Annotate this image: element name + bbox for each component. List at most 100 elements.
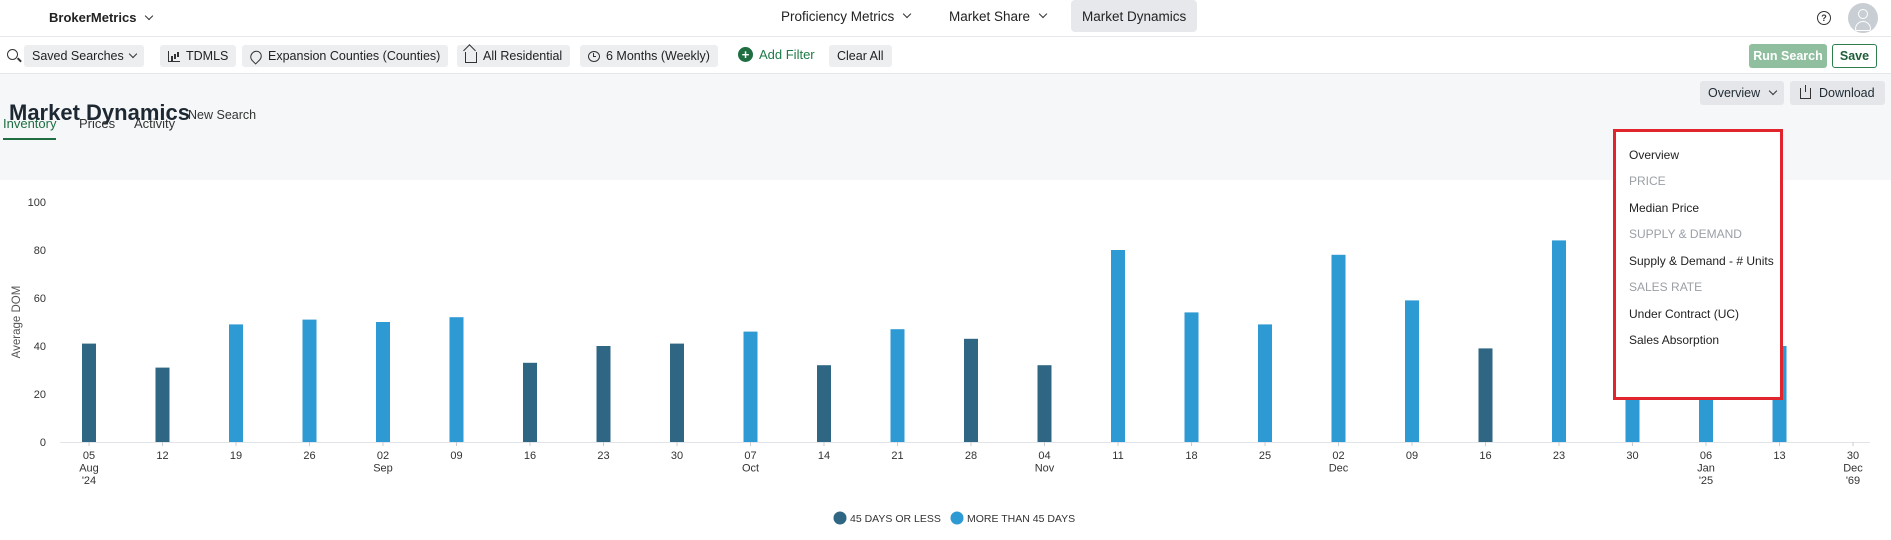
nav-tab-proficiency-metrics[interactable]: Proficiency Metrics: [770, 0, 921, 32]
tab-inventory[interactable]: Inventory: [3, 116, 57, 140]
x-tick-label: 09: [1406, 450, 1418, 462]
chevron-down-icon: [1768, 86, 1778, 96]
view-select-value: Overview: [1708, 86, 1761, 100]
chevron-down-icon: [903, 9, 912, 19]
avatar[interactable]: [1848, 3, 1878, 33]
nav-tab-label: Market Dynamics: [1082, 8, 1187, 24]
bar: [596, 346, 611, 442]
menu-section-header: SUPPLY & DEMAND: [1629, 227, 1742, 241]
menu-section-header: SALES RATE: [1629, 280, 1703, 294]
menu-item[interactable]: Overview: [1629, 148, 1680, 162]
bar: [376, 322, 390, 442]
bar: [1552, 240, 1566, 442]
x-tick-label: Dec: [1329, 463, 1349, 475]
x-tick-label: 28: [965, 450, 977, 462]
save-button[interactable]: Save: [1832, 44, 1877, 68]
bar: [743, 331, 758, 442]
add-filter-label: Add Filter: [759, 47, 815, 62]
bar: [964, 338, 978, 442]
tab-activity[interactable]: Activity: [134, 116, 176, 131]
filter-chip-mls[interactable]: TDMLS: [160, 45, 237, 67]
x-tick-label: 07: [744, 450, 756, 462]
bar: [1111, 250, 1125, 442]
x-tick-label: 26: [303, 450, 315, 462]
bar: [817, 365, 831, 442]
saved-searches-dropdown[interactable]: Saved Searches: [24, 45, 144, 67]
nav-tab-label: Proficiency Metrics: [781, 8, 895, 24]
bar: [670, 343, 684, 442]
filter-chip-area[interactable]: Expansion Counties (Counties): [242, 45, 449, 67]
filter-chip-time-range[interactable]: 6 Months (Weekly): [580, 45, 718, 67]
x-tick-label: 19: [230, 450, 242, 462]
filter-chip-property-type[interactable]: All Residential: [457, 45, 571, 67]
chevron-down-icon: [145, 11, 154, 20]
brand-menu[interactable]: BrokerMetrics: [49, 10, 154, 25]
bar: [302, 319, 317, 442]
view-select[interactable]: Overview: [1700, 81, 1784, 105]
help-icon[interactable]: ?: [1817, 11, 1831, 25]
menu-item[interactable]: Sales Absorption: [1629, 333, 1720, 347]
bar: [449, 317, 464, 442]
x-tick-label: 30: [671, 450, 683, 462]
bar: [1037, 365, 1052, 442]
x-tick-label: 09: [450, 450, 462, 462]
tab-prices[interactable]: Prices: [79, 116, 116, 131]
page-title: Market Dynamics: [9, 100, 190, 125]
x-tick-label: 23: [1553, 450, 1565, 462]
chevron-down-icon: [1038, 9, 1048, 19]
y-tick-label: 20: [34, 389, 46, 401]
nav-tab-market-share[interactable]: Market Share: [938, 0, 1057, 32]
x-tick-label: Jan: [1697, 463, 1715, 475]
clock-icon: [588, 50, 600, 62]
y-tick-label: 100: [28, 197, 46, 209]
download-button[interactable]: Download: [1790, 81, 1885, 105]
x-tick-label: 11: [1112, 450, 1123, 462]
bar: [229, 324, 243, 442]
x-tick-label: 18: [1185, 450, 1197, 462]
run-search-button[interactable]: Run Search: [1749, 44, 1827, 68]
plus-icon: +: [738, 47, 753, 62]
chevron-down-icon: [128, 49, 137, 59]
clear-all-button[interactable]: Clear All: [829, 45, 892, 67]
clear-all-label: Clear All: [837, 49, 884, 63]
menu-item[interactable]: Under Contract (UC): [1629, 307, 1740, 321]
x-tick-label: 04: [1038, 450, 1050, 462]
bar: [1405, 300, 1419, 442]
x-tick-label: Oct: [742, 463, 759, 475]
saved-searches-label: Saved Searches: [32, 49, 124, 63]
y-tick-label: 80: [34, 245, 46, 257]
x-tick-label: 14: [818, 450, 830, 462]
y-tick-label: 0: [40, 437, 46, 449]
x-tick-label: '69: [1846, 475, 1860, 487]
user-icon: [1858, 9, 1868, 19]
user-icon-body: [1855, 21, 1871, 31]
nav-tab-market-dynamics[interactable]: Market Dynamics: [1071, 0, 1198, 32]
add-filter-button[interactable]: + Add Filter: [738, 47, 815, 62]
x-tick-label: Aug: [79, 463, 99, 475]
bar-chart-icon: [168, 50, 180, 62]
x-tick-label: 02: [377, 450, 389, 462]
bar: [155, 367, 170, 442]
bar: [1478, 348, 1493, 442]
x-tick-label: 05: [83, 450, 95, 462]
download-label: Download: [1819, 86, 1875, 100]
y-tick-label: 60: [34, 293, 46, 305]
search-icon[interactable]: [7, 49, 18, 60]
chart-card: Average DOM 0 20 40 60 80 100 05 Aug '24 12 19 26 02 S…: [0, 180, 1891, 540]
menu-item[interactable]: Median Price: [1629, 201, 1700, 215]
x-tick-label: '24: [82, 475, 96, 487]
x-tick-label: 16: [524, 450, 536, 462]
search-name[interactable]: New Search: [188, 108, 257, 122]
bar: [1331, 254, 1346, 442]
bar: [523, 362, 537, 442]
bar: [890, 329, 905, 442]
x-tick-label: Sep: [373, 463, 393, 475]
x-tick-label: 16: [1479, 450, 1491, 462]
bar: [1258, 324, 1272, 442]
x-tick-label: Dec: [1843, 463, 1863, 475]
legend-label: MORE THAN 45 DAYS: [967, 513, 1075, 525]
x-tick-label: 30: [1626, 450, 1638, 462]
menu-item[interactable]: Supply & Demand - # Units: [1629, 254, 1774, 268]
main-content: Market Dynamics New Search Overview Down…: [0, 74, 1891, 540]
